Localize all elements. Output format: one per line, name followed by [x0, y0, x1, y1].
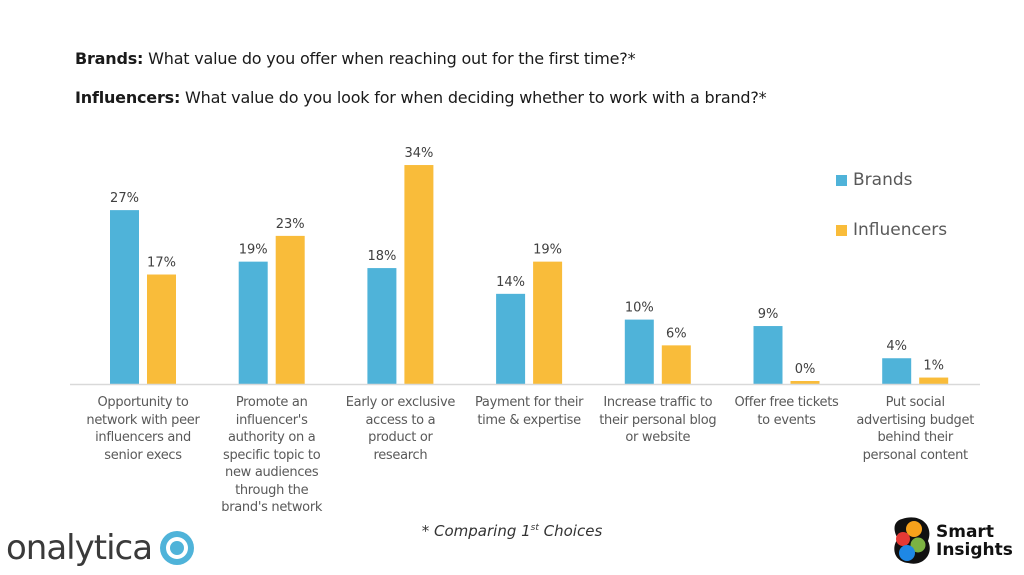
category-label-line: behind their [877, 430, 953, 445]
category-label-line: Offer free tickets [734, 395, 839, 410]
question-brands: Brands: What value do you offer when rea… [75, 49, 636, 68]
question-brands-text: What value do you offer when reaching ou… [143, 49, 636, 68]
smart-insights-word2: Insights [936, 540, 1013, 560]
category-label-line: their personal blog [599, 412, 717, 428]
category-label: Early or exclusive access to a product or r… [336, 394, 464, 464]
question-influencers: Influencers: What value do you look for … [75, 88, 767, 107]
data-label-brands-3: 14% [496, 275, 525, 290]
category-label-line: Put social [885, 395, 945, 410]
bar-brands-0 [110, 210, 139, 384]
bar-influencers-3 [533, 261, 563, 384]
smart-insights-circles-icon [894, 517, 930, 564]
category-label-line: research [373, 447, 428, 463]
category-label-line: network with peer [86, 412, 200, 428]
data-label-influencers-6: 1% [923, 359, 944, 374]
data-label-influencers-5: 0% [795, 362, 816, 377]
data-label-brands-5: 9% [758, 307, 779, 322]
bar-brands-5 [753, 326, 783, 384]
question-brands-label: Brands: [75, 49, 144, 68]
category-label-line: or website [625, 430, 691, 445]
category-label-line: senior execs [104, 447, 182, 463]
data-label-brands-6: 4% [886, 339, 907, 354]
onalytica-logo: onalytica [6, 528, 197, 568]
category-label-line: influencer's [235, 412, 308, 428]
category-label-line: product or [368, 430, 433, 445]
question-influencers-text: What value do you look for when deciding… [180, 88, 767, 107]
smart-insights-word1: Smart [936, 522, 994, 542]
smart-insights-logo: Smart Insights [890, 515, 1013, 567]
bar-brands-4 [624, 319, 654, 384]
data-label-influencers-1: 23% [276, 217, 305, 232]
legend-item-brands: Brands [836, 170, 913, 190]
bar-influencers-4 [661, 345, 691, 384]
data-label-influencers-0: 17% [147, 256, 176, 271]
footnote-prefix: * Comparing 1 [421, 522, 531, 540]
category-label-line: Promote an [235, 395, 308, 410]
category-label-line: specific topic to [222, 447, 321, 463]
legend-item-influencers: Influencers [836, 220, 947, 240]
category-label-line: access to a [365, 412, 436, 428]
footnote: * Comparing 1st Choices [0, 522, 1024, 540]
bar-brands-6 [882, 358, 912, 384]
bar-influencers-0 [147, 274, 176, 384]
category-label-line: influencers and [95, 430, 191, 445]
data-label-brands-4: 10% [625, 301, 654, 316]
onalytica-wordmark: onalytica [6, 528, 153, 568]
bar-brands-1 [238, 261, 268, 384]
legend-swatch-influencers [836, 224, 847, 236]
bar-brands-2 [367, 268, 397, 384]
category-label-line: authority on a [227, 430, 316, 445]
legend-label-brands: Brands [853, 170, 913, 190]
category-label-line: time & expertise [477, 412, 581, 428]
category-label-line: Increase traffic to [603, 395, 713, 410]
data-label-influencers-4: 6% [666, 326, 687, 341]
category-label-line: brand's network [221, 500, 323, 515]
data-label-brands-2: 18% [367, 249, 396, 264]
category-label-line: Opportunity to [97, 395, 189, 410]
category-label-line: advertising budget [856, 412, 975, 428]
onalytica-target-icon [160, 531, 195, 565]
bar-influencers-2 [404, 165, 434, 384]
bars-group: 27% 19% 18% 14% 10% 9% 4% 17% 23% 34% 19% 6% 0% 1% [110, 146, 949, 384]
data-label-influencers-3: 19% [533, 243, 562, 258]
category-label-line: Early or exclusive [345, 395, 456, 410]
category-label: Payment for their time & expertise [465, 394, 593, 429]
data-label-brands-0: 27% [110, 191, 139, 206]
bar-brands-3 [496, 293, 526, 384]
category-label: Opportunity to network with peer influence… [79, 394, 207, 464]
category-label: Put social advertising budget behind their… [851, 394, 979, 464]
category-label-line: personal content [862, 447, 969, 463]
bar-influencers-6 [919, 377, 949, 384]
legend-swatch-brands [836, 174, 847, 186]
bar-influencers-5 [790, 381, 820, 384]
legend-label-influencers: Influencers [853, 220, 948, 240]
data-label-brands-1: 19% [239, 243, 268, 258]
category-label-line: through the [235, 482, 309, 498]
footnote-sup: st [530, 523, 539, 533]
bar-chart: 27% 19% 18% 14% 10% 9% 4% 17% 23% 34% 19% 6% 0% 1% [70, 146, 980, 386]
category-label-line: Payment for their [474, 395, 584, 410]
category-label: Offer free tickets to events [723, 394, 851, 429]
category-label: Promote an influencer's authority on a spec… [208, 394, 336, 517]
data-label-influencers-2: 34% [404, 146, 433, 161]
footnote-suffix: Choices [538, 522, 603, 540]
category-label-line: new audiences [225, 465, 319, 480]
bar-influencers-1 [275, 235, 305, 384]
category-label: Increase traffic to their personal blog or… [594, 394, 722, 447]
category-label-line: to events [757, 412, 816, 428]
question-influencers-label: Influencers: [75, 88, 181, 107]
